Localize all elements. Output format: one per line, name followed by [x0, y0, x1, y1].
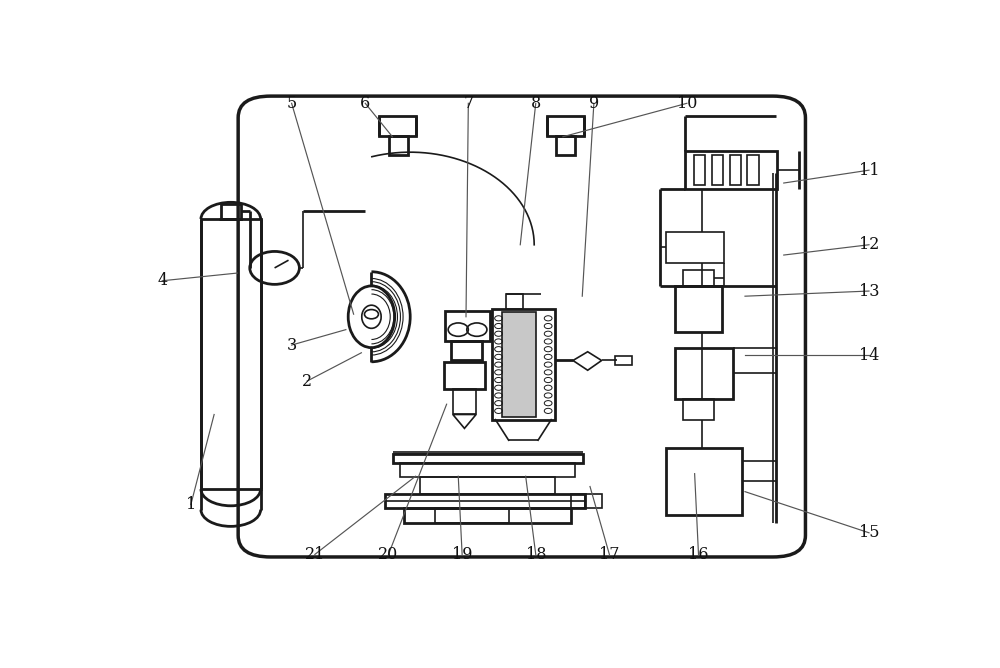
- Bar: [683, 271, 714, 286]
- Bar: [404, 508, 571, 522]
- Text: 6: 6: [360, 95, 370, 112]
- Bar: [556, 136, 575, 155]
- Text: 9: 9: [589, 95, 599, 112]
- Text: 18: 18: [526, 546, 546, 563]
- Bar: [444, 362, 485, 389]
- Text: 17: 17: [599, 546, 620, 563]
- Text: 21: 21: [305, 546, 325, 563]
- Bar: [393, 454, 583, 464]
- Bar: [201, 219, 261, 489]
- Bar: [435, 508, 509, 522]
- Bar: [712, 155, 723, 184]
- Bar: [747, 155, 759, 184]
- Bar: [492, 309, 555, 420]
- Bar: [385, 494, 585, 508]
- Bar: [694, 155, 705, 184]
- Text: 20: 20: [378, 546, 399, 563]
- Bar: [683, 399, 714, 420]
- Bar: [571, 494, 602, 508]
- Text: 7: 7: [463, 95, 473, 112]
- Bar: [666, 448, 742, 515]
- Bar: [547, 116, 584, 136]
- Text: 8: 8: [531, 95, 541, 112]
- Text: 5: 5: [287, 95, 297, 112]
- Bar: [685, 150, 777, 189]
- Text: 19: 19: [452, 546, 472, 563]
- Bar: [675, 347, 733, 399]
- Bar: [388, 136, 408, 155]
- Bar: [730, 155, 741, 184]
- Text: 12: 12: [859, 236, 879, 253]
- Bar: [445, 311, 490, 341]
- Bar: [420, 477, 555, 494]
- Text: 10: 10: [677, 95, 697, 112]
- Bar: [379, 116, 416, 136]
- Bar: [453, 389, 476, 414]
- Text: 1: 1: [186, 496, 196, 513]
- Bar: [502, 311, 536, 417]
- Bar: [450, 341, 482, 361]
- Bar: [666, 232, 724, 263]
- Text: 2: 2: [302, 373, 312, 389]
- Bar: [675, 286, 722, 332]
- Text: 13: 13: [859, 283, 879, 299]
- Bar: [400, 464, 574, 477]
- Text: 3: 3: [287, 337, 297, 353]
- Bar: [221, 204, 241, 219]
- Bar: [506, 294, 523, 309]
- Text: 11: 11: [859, 162, 879, 178]
- Bar: [615, 356, 632, 365]
- Text: 16: 16: [688, 546, 709, 563]
- Text: 4: 4: [157, 273, 167, 289]
- Text: 14: 14: [859, 347, 879, 364]
- Text: 15: 15: [859, 524, 879, 541]
